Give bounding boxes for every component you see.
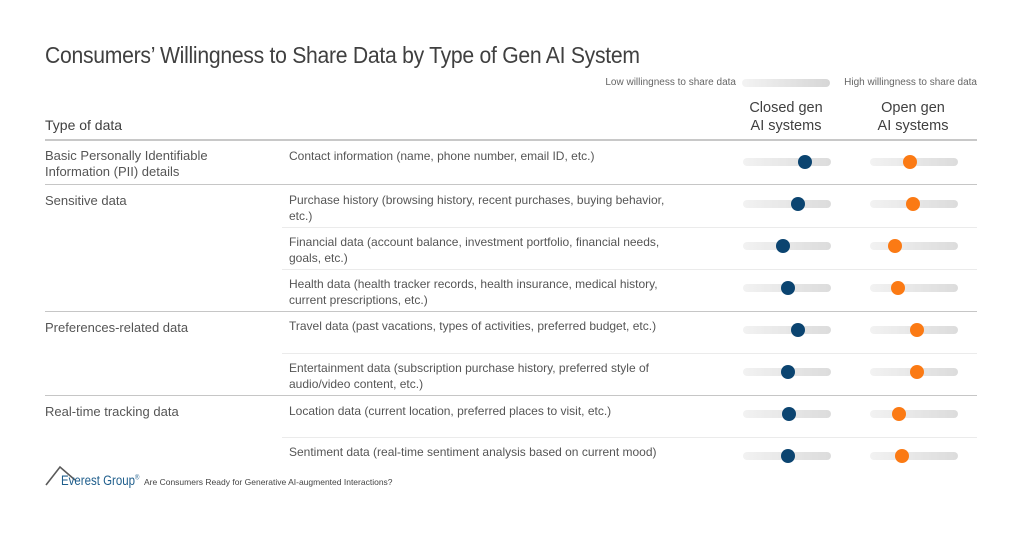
open-willingness-track [870, 407, 958, 421]
open-willingness-dot [909, 323, 924, 337]
closed-header-line2: AI systems [750, 118, 822, 134]
group-label-realtime: Real-time tracking data [45, 404, 179, 419]
closed-willingness-dot [780, 449, 795, 463]
row-divider [282, 227, 977, 228]
open-systems-header: Open gen AI systems [858, 99, 968, 135]
willingness-legend: Low willingness to share data High willi… [540, 77, 977, 91]
row-label-entertainment: Entertainment data (subscription purchas… [289, 361, 649, 391]
open-willingness-dot [894, 449, 909, 463]
open-willingness-dot [903, 155, 918, 169]
group-label-preferences: Preferences-related data [45, 320, 189, 335]
everest-group-logo: Everest Group® [61, 473, 139, 488]
brand-name: Everest Group [61, 473, 135, 488]
footer-caption: Are Consumers Ready for Generative AI-au… [144, 477, 393, 487]
group-label-sensitive: Sensitive data [45, 193, 127, 208]
closed-willingness-dot [791, 197, 806, 211]
row-label-financial: Financial data (account balance, investm… [289, 235, 660, 265]
row-label-health: Health data (health tracker records, hea… [289, 277, 658, 307]
closed-header-line1: Closed gen [749, 100, 823, 116]
header-divider [45, 139, 977, 141]
open-header-line2: AI systems [877, 118, 949, 134]
registered-mark: ® [134, 474, 140, 482]
open-willingness-dot [892, 407, 907, 421]
closed-willingness-dot [790, 323, 805, 337]
legend-high-label: High willingness to share data [844, 77, 977, 88]
group-divider [45, 311, 977, 312]
row-label-location: Location data (current location, preferr… [289, 404, 612, 418]
closed-willingness-dot [776, 239, 791, 253]
open-willingness-track [870, 365, 958, 379]
group-divider [45, 395, 977, 396]
open-willingness-track [870, 197, 958, 211]
closed-willingness-track [743, 155, 831, 169]
closed-willingness-dot [780, 365, 795, 379]
group-divider [45, 184, 977, 185]
chart-title: Consumers’ Willingness to Share Data by … [45, 42, 640, 68]
closed-willingness-dot [798, 155, 813, 169]
row-label-sentiment: Sentiment data (real-time sentiment anal… [289, 445, 657, 459]
closed-systems-header: Closed gen AI systems [731, 99, 841, 135]
closed-willingness-track [743, 365, 831, 379]
closed-willingness-track [743, 281, 831, 295]
row-label-travel: Travel data (past vacations, types of ac… [289, 319, 657, 333]
open-willingness-track [870, 449, 958, 463]
type-of-data-header: Type of data [45, 117, 123, 133]
open-willingness-dot [906, 197, 921, 211]
closed-willingness-dot [780, 281, 795, 295]
open-willingness-track [870, 281, 958, 295]
group-label-pii: Basic Personally Identifiable Informatio… [45, 148, 208, 179]
closed-willingness-track [743, 197, 831, 211]
closed-willingness-track [743, 449, 831, 463]
closed-willingness-track [743, 407, 831, 421]
closed-willingness-dot [781, 407, 796, 421]
row-divider [282, 353, 977, 354]
legend-gradient-bar [742, 79, 830, 87]
open-willingness-dot [887, 239, 902, 253]
row-divider [282, 437, 977, 438]
open-willingness-dot [891, 281, 906, 295]
legend-low-label: Low willingness to share data [605, 77, 736, 88]
row-label-purchase: Purchase history (browsing history, rece… [289, 193, 665, 223]
open-willingness-track [870, 239, 958, 253]
open-willingness-dot [909, 365, 924, 379]
open-willingness-track [870, 323, 958, 337]
closed-willingness-track [743, 323, 831, 337]
everest-peak-icon [45, 465, 76, 486]
open-header-line1: Open gen [881, 100, 945, 116]
row-label-contact: Contact information (name, phone number,… [289, 149, 595, 163]
row-divider [282, 269, 977, 270]
closed-willingness-track [743, 239, 831, 253]
open-willingness-track [870, 155, 958, 169]
